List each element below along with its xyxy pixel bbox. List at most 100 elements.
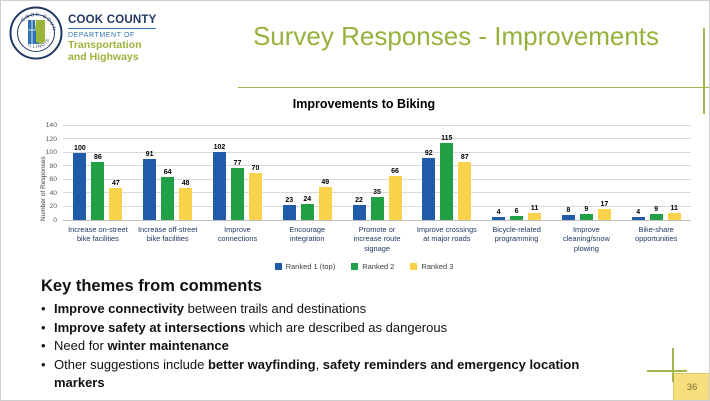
corner-accent-horizontal: [647, 370, 687, 372]
y-tick-label: 100: [45, 149, 57, 157]
dept-name-line1: Transportation: [68, 39, 142, 52]
page-number: 36: [686, 382, 698, 393]
title-divider-vertical: [703, 28, 705, 114]
bar: 17: [597, 201, 611, 220]
seal-map-olive: [35, 20, 45, 44]
legend-item: Ranked 1 (top): [274, 262, 336, 271]
bar-value-label: 4: [636, 209, 641, 217]
bullet-marker: •: [41, 356, 46, 372]
bar: 115: [440, 135, 454, 220]
bar-value-label: 77: [233, 160, 242, 168]
bar-value-label: 86: [93, 154, 102, 162]
key-theme-bullet: • Improve connectivity between trails and…: [41, 300, 616, 319]
dept-line: DEPARTMENT OF: [68, 32, 135, 40]
bar: 66: [388, 168, 402, 220]
x-axis-category-label: Increase off-street bike facilities: [137, 225, 198, 244]
bar-value-label: 8: [566, 206, 571, 214]
bar-value-label: 17: [600, 200, 609, 208]
legend-label: Ranked 1 (top): [285, 262, 336, 271]
bar-group: 100 86 47: [63, 126, 133, 220]
bar: 77: [230, 160, 244, 220]
x-axis-category-label: Increase on-street bike facilities: [68, 225, 128, 244]
bar-value-label: 115: [441, 134, 453, 142]
gridline: [63, 138, 691, 140]
plot-area: 100 86 47 91 64 48 102 77 70 23 24 49 22 35 66 92 115 87 4…: [63, 125, 691, 221]
bar: 49: [318, 179, 332, 220]
bar-group: 102 77 70: [203, 126, 273, 220]
legend-label: Ranked 3: [421, 262, 454, 271]
chart-title: Improvements to Biking: [292, 97, 436, 111]
bar: 23: [282, 197, 296, 220]
bullet-text: Need for winter maintenance: [54, 338, 229, 353]
x-axis-category-label: Improve connections: [217, 225, 258, 244]
bar-value-label: 87: [460, 153, 469, 161]
bar-value-label: 6: [514, 207, 519, 215]
bar: 9: [579, 206, 593, 220]
bar: 6: [510, 208, 524, 220]
y-ticks: 0 20 40 60 80 100 120 140: [36, 122, 60, 224]
y-tick-label: 120: [45, 135, 57, 143]
bar-value-label: 9: [654, 205, 659, 213]
bar-group: 92 115 87: [412, 126, 482, 220]
bar-value-label: 22: [355, 197, 363, 205]
bar-chart: Improvements to Biking Number of Respons…: [36, 97, 692, 279]
key-theme-bullet: • Improve safety at intersections which a…: [41, 319, 616, 338]
bar: 91: [143, 151, 157, 220]
gridline: [63, 165, 691, 167]
chart-legend: Ranked 1 (top) Ranked 2 Ranked 3: [36, 262, 692, 271]
bar-group: 8 9 17: [551, 126, 621, 220]
x-axis-category-label: Bicycle-related programming: [492, 225, 541, 244]
legend-color-chip: [351, 263, 359, 270]
bar-group: 4 6 11: [482, 126, 552, 220]
bar: 102: [212, 144, 226, 220]
corner-accent-vertical: [672, 348, 674, 382]
gridline: [63, 192, 691, 194]
bullet-marker: •: [41, 338, 46, 353]
x-axis-category-label: Improve cleaning/snow plowing: [562, 225, 610, 253]
bar: 47: [109, 180, 123, 220]
gridline: [63, 178, 691, 180]
x-axis-category-label: Encourage integration: [289, 225, 326, 244]
bar: 100: [73, 145, 87, 220]
bar: 86: [91, 154, 105, 220]
bullet-marker: •: [41, 301, 46, 316]
title-divider-horizontal: [238, 87, 709, 88]
bar-value-label: 64: [163, 169, 172, 177]
bar-value-label: 70: [251, 165, 260, 172]
bullet-text: Improve connectivity between trails and …: [54, 301, 367, 316]
bar: 64: [161, 169, 175, 220]
legend-color-chip: [410, 263, 418, 270]
x-axis-category-label: Bike-share opportunities: [634, 225, 678, 244]
x-axis-labels: Increase on-street bike facilities Increa…: [63, 225, 691, 253]
page-number-box: 36: [673, 373, 709, 400]
cook-county-seal-icon: COOK COUNTY ILLINOIS: [9, 6, 63, 60]
bar-value-label: 66: [391, 167, 399, 175]
x-axis-category-label: Promote or increase route signage: [353, 225, 401, 253]
bar: 11: [667, 205, 681, 220]
bar-group: 22 35 66: [342, 126, 412, 220]
y-tick-label: 60: [49, 176, 57, 184]
bar-value-label: 11: [670, 204, 678, 212]
bullet-text: Improve safety at intersections which ar…: [54, 319, 448, 335]
bar-value-label: 100: [74, 144, 86, 152]
gridline: [63, 151, 691, 153]
y-tick-label: 140: [45, 122, 57, 129]
bar: 92: [422, 150, 436, 220]
bar-groups: 100 86 47 91 64 48 102 77 70 23 24 49 22 35 66 92 115 87 4…: [63, 126, 691, 220]
legend-item: Ranked 2: [351, 262, 394, 271]
bar-value-label: 9: [584, 205, 589, 213]
dept-name-line2: and Highways: [68, 51, 139, 64]
legend-label: Ranked 2: [362, 262, 395, 271]
bar: 24: [300, 196, 314, 220]
bar-value-label: 35: [373, 188, 381, 196]
bar: 87: [458, 154, 472, 220]
x-axis-category-label: Improve crossings at major roads: [416, 225, 477, 244]
bar-value-label: 4: [496, 209, 501, 217]
bar-value-label: 23: [285, 196, 294, 204]
bar-value-label: 102: [213, 143, 226, 151]
bar-group: 23 24 49: [272, 126, 342, 220]
bar: 9: [649, 206, 663, 220]
y-tick-label: 20: [49, 203, 57, 211]
gridline: [63, 125, 691, 126]
